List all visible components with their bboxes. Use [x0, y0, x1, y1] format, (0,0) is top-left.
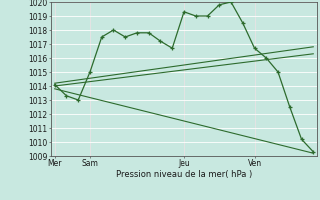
X-axis label: Pression niveau de la mer( hPa ): Pression niveau de la mer( hPa ) [116, 170, 252, 179]
